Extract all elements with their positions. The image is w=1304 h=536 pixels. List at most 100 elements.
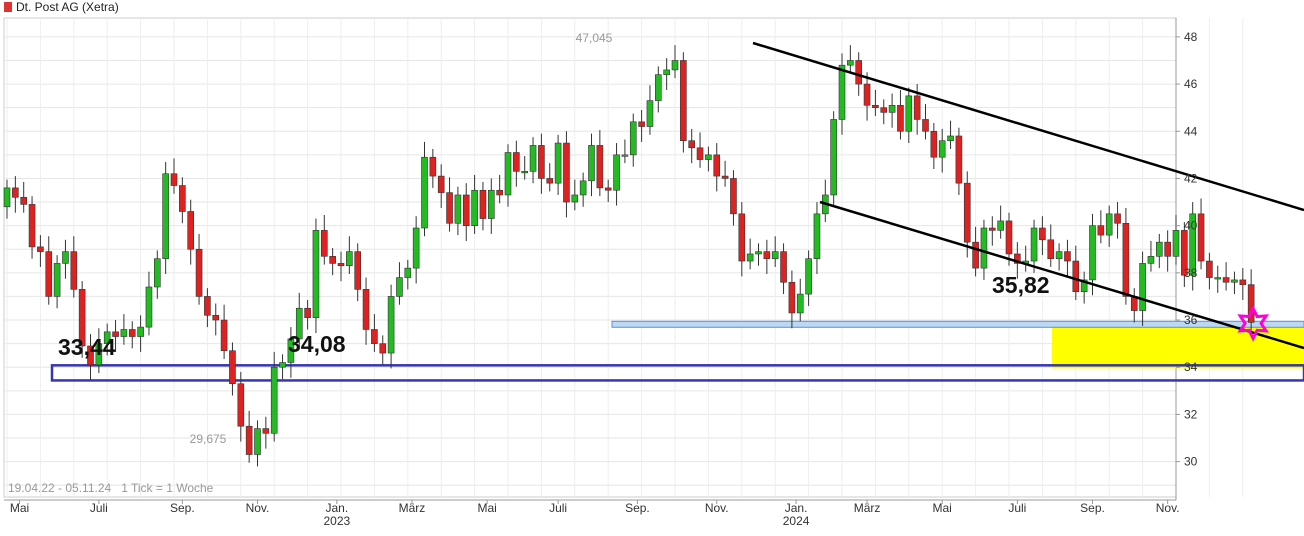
candle-body bbox=[379, 343, 387, 354]
candle-body bbox=[796, 293, 804, 314]
x-tick-label: Jan. bbox=[785, 501, 808, 515]
candle-body bbox=[788, 281, 796, 314]
candle-body bbox=[997, 220, 1004, 231]
candle-body bbox=[680, 60, 687, 141]
candle-body bbox=[1139, 263, 1146, 311]
candle-body bbox=[28, 204, 36, 248]
candle-body bbox=[905, 95, 913, 132]
candle-body bbox=[371, 329, 378, 344]
candle-body bbox=[112, 331, 119, 337]
candle-body bbox=[1105, 213, 1113, 236]
candle-body bbox=[1147, 256, 1155, 264]
candle-body bbox=[863, 83, 871, 106]
x-tick-label: Nov. bbox=[1156, 501, 1180, 515]
candle-body bbox=[1206, 260, 1213, 278]
candle-body bbox=[1231, 279, 1238, 283]
candle-body bbox=[688, 140, 696, 149]
candle-body bbox=[1089, 225, 1096, 281]
candle-body bbox=[270, 366, 278, 434]
candle-body bbox=[521, 171, 529, 174]
candle-body bbox=[154, 258, 161, 288]
candle-body bbox=[1172, 230, 1180, 257]
candle-body bbox=[830, 119, 837, 196]
candle-body bbox=[563, 142, 570, 203]
candle-body bbox=[53, 263, 61, 297]
y-tick-label: 30 bbox=[1184, 455, 1198, 469]
candle-body bbox=[404, 267, 412, 278]
x-tick-label: März bbox=[854, 501, 881, 515]
candle-body bbox=[354, 251, 362, 290]
y-tick-label: 38 bbox=[1184, 266, 1198, 280]
candle-body bbox=[1222, 277, 1230, 283]
candle-body bbox=[763, 251, 771, 259]
candle-body bbox=[880, 107, 888, 113]
chart-footer: 19.04.22 - 05.11.24 1 Tick = 1 Woche bbox=[8, 481, 214, 495]
candle-body bbox=[1181, 230, 1188, 276]
candle-body bbox=[1189, 213, 1196, 276]
y-tick-label: 42 bbox=[1184, 171, 1198, 185]
candle-body bbox=[813, 213, 821, 259]
y-tick-label: 44 bbox=[1184, 124, 1198, 138]
candle-body bbox=[412, 227, 420, 269]
candle-body bbox=[487, 189, 495, 219]
candle-body bbox=[429, 156, 437, 177]
candle-body bbox=[95, 343, 103, 366]
candle-body bbox=[1005, 220, 1013, 255]
trend-channel bbox=[752, 41, 1304, 350]
candle-body bbox=[312, 230, 320, 318]
candle-body bbox=[37, 246, 44, 252]
candle-body bbox=[1080, 279, 1088, 293]
candle-body bbox=[980, 227, 988, 269]
candle-body bbox=[471, 189, 478, 226]
candle-body bbox=[897, 105, 904, 132]
candle-body bbox=[70, 251, 78, 290]
x-tick-label: Juli bbox=[90, 501, 108, 515]
candle-body bbox=[437, 175, 445, 193]
candle-body bbox=[145, 286, 153, 328]
candle-body bbox=[638, 121, 645, 127]
x-tick-label: Juli bbox=[549, 501, 567, 515]
candle-body bbox=[579, 180, 587, 196]
candle-body bbox=[1164, 241, 1171, 257]
y-tick-label: 32 bbox=[1184, 407, 1198, 421]
candle-body bbox=[421, 156, 428, 229]
level-label-2: 34,08 bbox=[288, 331, 346, 357]
y-tick-label: 46 bbox=[1184, 77, 1198, 91]
y-tick-label: 36 bbox=[1184, 313, 1198, 327]
x-year-label: 2023 bbox=[323, 514, 350, 528]
candle-body bbox=[1214, 277, 1222, 280]
support-zones bbox=[50, 320, 1304, 382]
candle-body bbox=[1064, 251, 1071, 262]
candle-body bbox=[62, 251, 69, 264]
candle-body bbox=[746, 253, 754, 262]
candle-body bbox=[1030, 227, 1038, 262]
candle-body bbox=[955, 135, 963, 184]
candle-body bbox=[554, 142, 562, 184]
support-band-33-44 bbox=[50, 364, 1304, 382]
candle-body bbox=[237, 383, 245, 427]
candle-body bbox=[771, 251, 779, 259]
candle-body bbox=[963, 182, 971, 243]
candle-body bbox=[195, 248, 203, 297]
candle-body bbox=[45, 251, 53, 297]
candle-body bbox=[663, 69, 670, 75]
x-tick-label: Mai bbox=[477, 501, 496, 515]
x-tick-label: Juli bbox=[1008, 501, 1026, 515]
candlestick-series bbox=[3, 45, 1255, 467]
x-tick-label: Nov. bbox=[705, 501, 729, 515]
candle-body bbox=[204, 296, 211, 316]
candle-body bbox=[922, 119, 929, 132]
x-year-label: 2024 bbox=[783, 514, 810, 528]
support-band-35-82 bbox=[611, 320, 1304, 328]
candle-body bbox=[187, 211, 194, 250]
candle-body bbox=[538, 145, 545, 179]
candle-body bbox=[162, 173, 169, 259]
candle-body bbox=[646, 100, 654, 127]
candle-body bbox=[396, 277, 403, 297]
candle-body bbox=[346, 251, 353, 267]
candle-body bbox=[304, 307, 311, 318]
candle-body bbox=[1055, 251, 1063, 259]
candle-body bbox=[1014, 253, 1021, 264]
